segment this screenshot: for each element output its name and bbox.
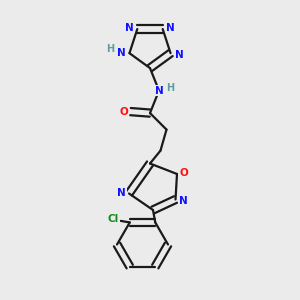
Text: H: H [106, 44, 114, 54]
Text: N: N [125, 22, 134, 32]
Text: N: N [154, 85, 164, 96]
Text: N: N [166, 22, 175, 32]
Text: N: N [117, 48, 125, 58]
Text: Cl: Cl [108, 214, 119, 224]
Text: O: O [119, 106, 128, 117]
Text: N: N [178, 196, 188, 206]
Text: H: H [166, 83, 175, 93]
Text: N: N [175, 50, 183, 60]
Text: O: O [179, 167, 188, 178]
Text: N: N [117, 188, 126, 199]
